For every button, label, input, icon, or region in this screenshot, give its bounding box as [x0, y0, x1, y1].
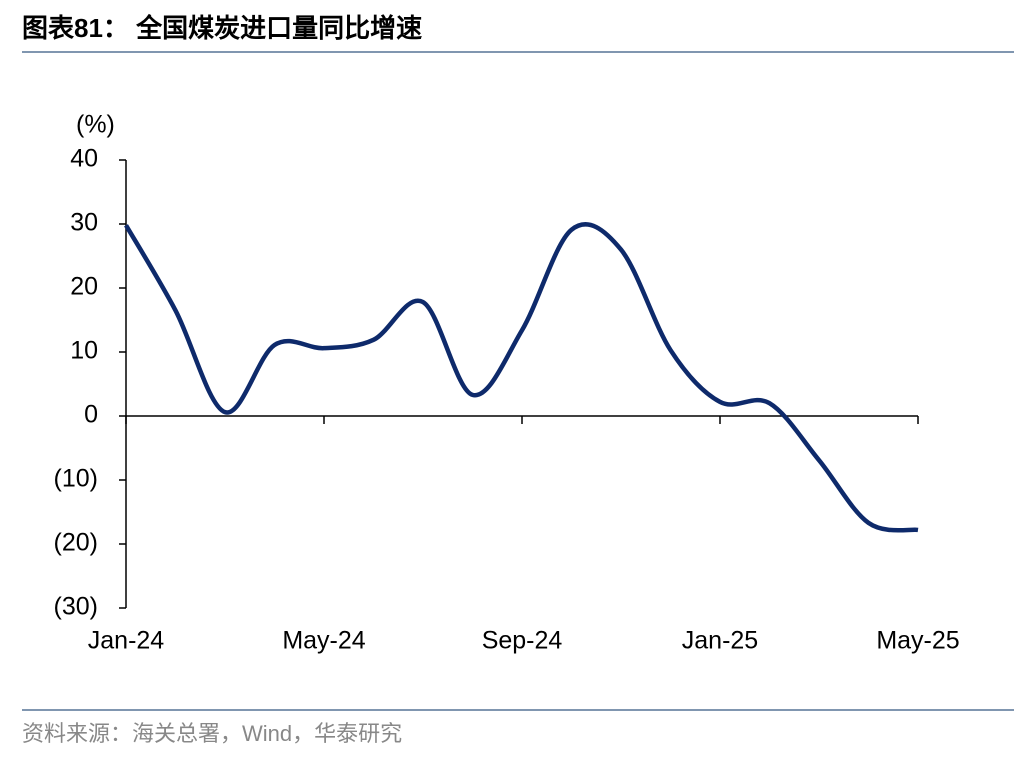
x-tick-label: Sep-24 [482, 627, 563, 655]
y-tick-label: 0 [84, 401, 98, 429]
y-tick-label: 20 [70, 273, 98, 301]
y-axis-label: (%) [76, 111, 115, 139]
y-tick-label: (20) [54, 529, 98, 557]
source-note: 资料来源：海关总署，Wind，华泰研究 [22, 721, 402, 746]
x-tick-label: May-25 [876, 627, 959, 655]
y-tick-label: (30) [54, 593, 98, 621]
y-tick-label: (10) [54, 465, 98, 493]
y-tick-label: 30 [70, 209, 98, 237]
y-tick-label: 40 [70, 145, 98, 173]
x-tick-label: Jan-25 [682, 627, 758, 655]
x-tick-label: May-24 [282, 627, 365, 655]
x-tick-label: Jan-24 [88, 627, 165, 655]
chart-title: 图表81： 全国煤炭进口量同比增速 [22, 13, 422, 43]
y-tick-label: 10 [70, 337, 98, 365]
data-line [124, 222, 919, 533]
